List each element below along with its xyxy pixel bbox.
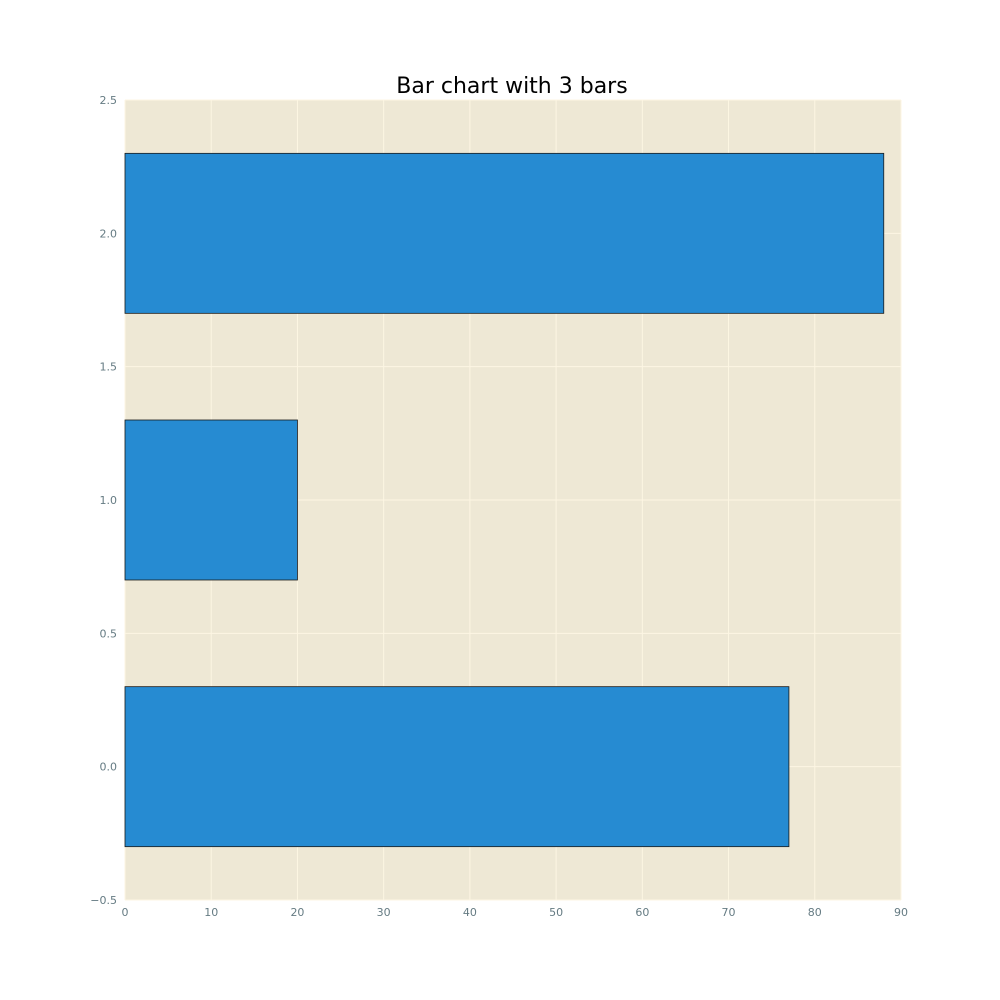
y-tick-label: 0.0 <box>100 761 118 774</box>
x-tick-label: 0 <box>122 906 129 919</box>
chart-title: Bar chart with 3 bars <box>396 74 627 99</box>
y-tick-label: −0.5 <box>90 894 117 907</box>
y-tick-label: 0.5 <box>100 627 118 640</box>
x-tick-label: 30 <box>377 906 391 919</box>
bar <box>124 686 790 848</box>
x-tick-label: 50 <box>549 906 563 919</box>
x-tick-label: 10 <box>204 906 218 919</box>
y-axis-ticks: −0.5 0.0 0.5 1.0 1.5 2.0 2.5 <box>90 94 117 907</box>
x-axis-ticks: 0 10 20 30 40 50 60 70 80 90 <box>122 906 909 919</box>
bar <box>124 419 298 581</box>
y-tick-label: 1.0 <box>100 494 118 507</box>
x-tick-label: 20 <box>290 906 304 919</box>
x-tick-label: 40 <box>463 906 477 919</box>
y-tick-label: 2.5 <box>100 94 118 107</box>
x-tick-label: 60 <box>635 906 649 919</box>
y-tick-label: 1.5 <box>100 361 118 374</box>
x-tick-label: 80 <box>808 906 822 919</box>
x-tick-label: 90 <box>894 906 908 919</box>
bars <box>124 152 885 848</box>
bar <box>124 152 885 314</box>
y-tick-label: 2.0 <box>100 227 118 240</box>
x-tick-label: 70 <box>722 906 736 919</box>
